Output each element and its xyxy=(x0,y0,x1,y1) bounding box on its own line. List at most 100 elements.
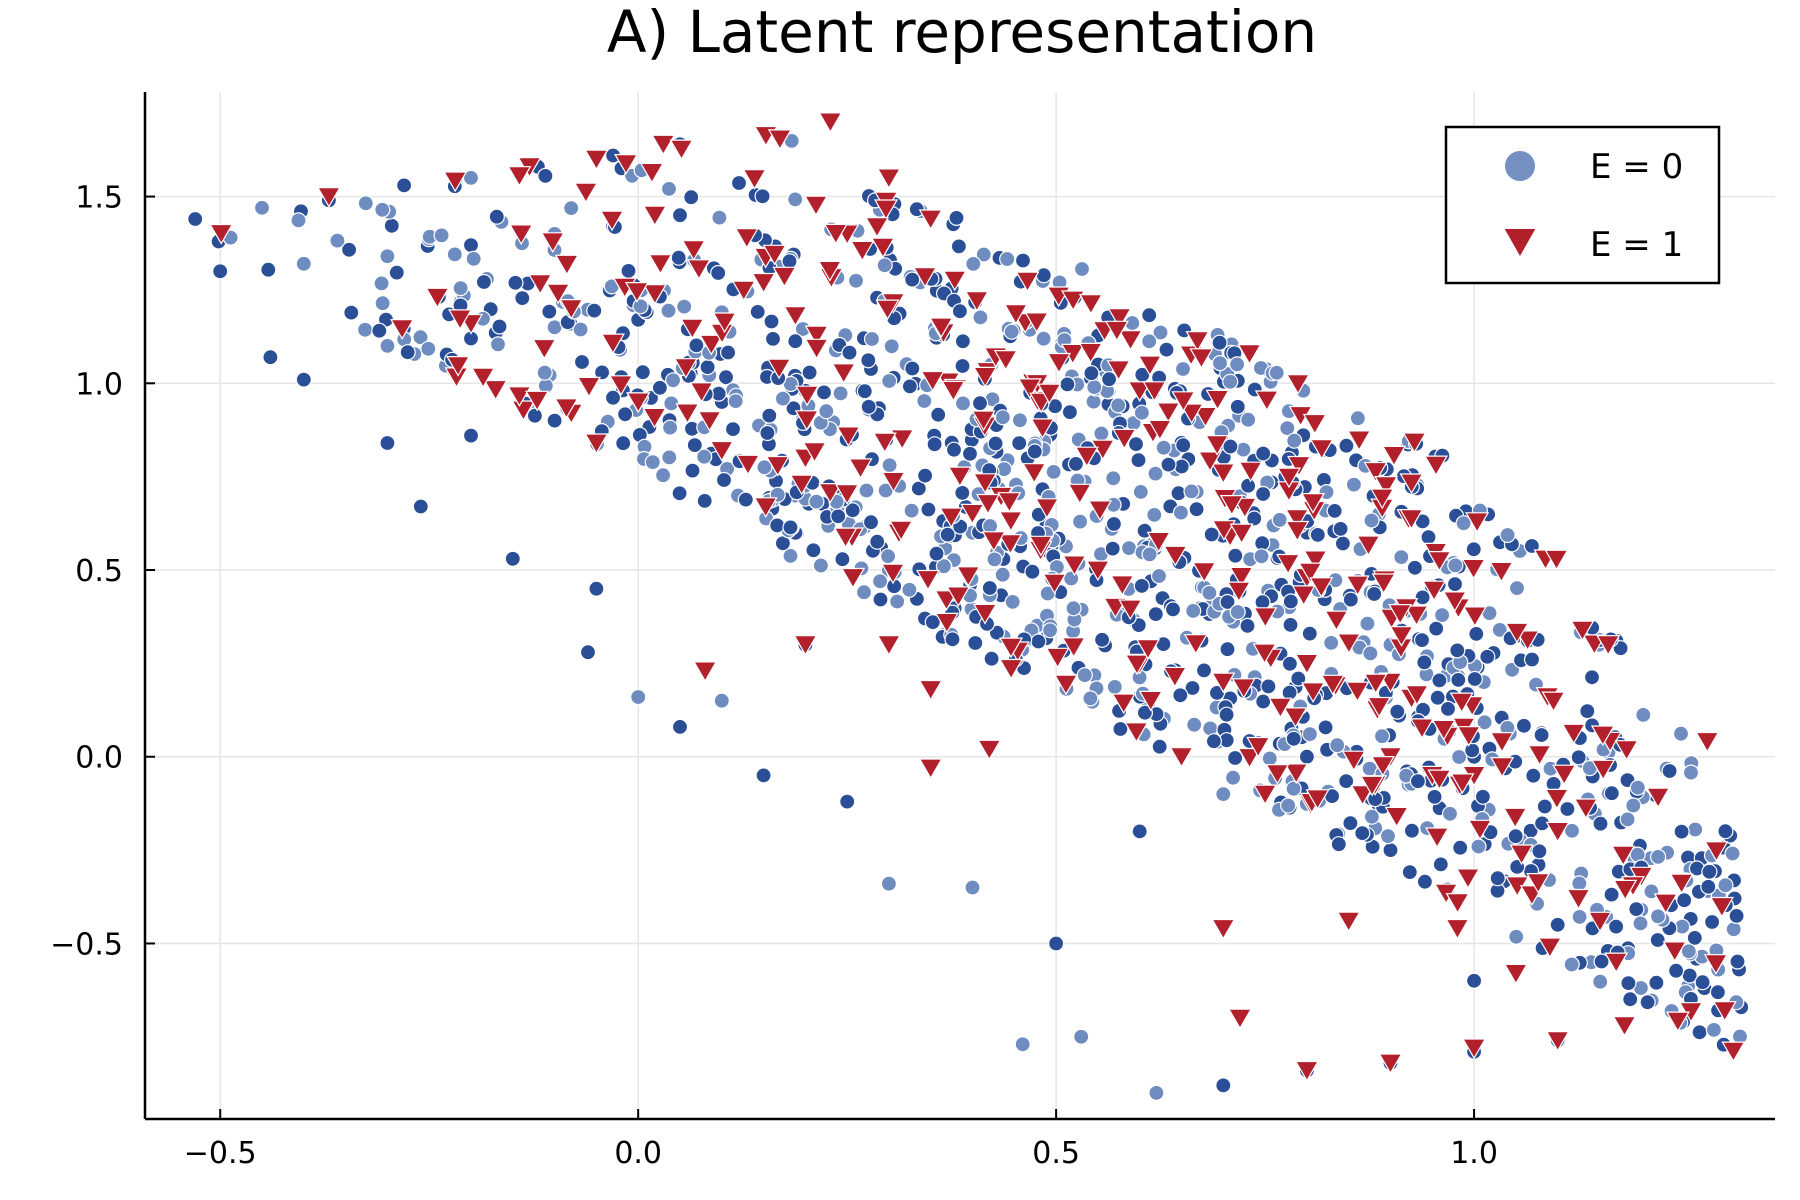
point-e0-1103 xyxy=(491,318,508,335)
point-e1-76 xyxy=(699,334,724,356)
point-e0-651 xyxy=(651,379,669,396)
point-e1-5 xyxy=(642,205,667,227)
point-e1-130 xyxy=(1302,413,1327,435)
point-e1-243 xyxy=(1078,342,1103,364)
point-e1-339 xyxy=(507,386,532,407)
point-e0-0 xyxy=(187,210,204,228)
point-e1-232 xyxy=(1370,488,1395,510)
point-e0-1047 xyxy=(1219,593,1236,611)
point-e1-300 xyxy=(804,338,829,360)
point-e1-264 xyxy=(1298,562,1323,584)
point-e0-879 xyxy=(1465,541,1482,558)
point-e1-91 xyxy=(998,511,1023,532)
point-e0-922 xyxy=(1211,334,1228,351)
point-e1-271 xyxy=(1404,605,1429,627)
point-e0-842 xyxy=(951,303,969,320)
point-e0-333 xyxy=(1174,360,1192,378)
point-e1-46 xyxy=(1378,1053,1403,1075)
point-e0-584 xyxy=(374,295,391,312)
point-e0-954 xyxy=(1342,814,1359,832)
point-e0-262 xyxy=(1420,528,1437,546)
point-e1-310 xyxy=(1389,626,1414,647)
point-e1-329 xyxy=(576,376,602,398)
point-e0-1190 xyxy=(1026,443,1043,460)
point-e0-762 xyxy=(1141,333,1158,350)
point-e1-214 xyxy=(1503,807,1528,829)
point-e0-1182 xyxy=(754,188,771,205)
point-e0-344 xyxy=(764,330,782,347)
point-e0-341 xyxy=(1703,913,1721,931)
point-e0-941 xyxy=(1570,749,1587,766)
point-e1-364 xyxy=(1653,893,1678,915)
point-e0-266 xyxy=(1063,570,1080,587)
point-e1-127 xyxy=(1284,763,1309,785)
point-e0-1054 xyxy=(1409,773,1427,790)
point-e1-3 xyxy=(651,134,676,156)
point-e1-211 xyxy=(1179,403,1204,425)
point-e0-490 xyxy=(975,246,992,263)
point-e1-253 xyxy=(673,358,698,379)
point-e0-626 xyxy=(572,321,589,338)
point-e0-906 xyxy=(872,591,889,608)
point-e1-47 xyxy=(1462,1038,1487,1060)
point-e1-4 xyxy=(509,224,534,246)
point-e1-168 xyxy=(1573,798,1598,820)
point-e0-308 xyxy=(954,357,971,375)
point-e1-363 xyxy=(1219,495,1244,516)
point-e0-864 xyxy=(1686,929,1703,947)
point-e0-523 xyxy=(1447,557,1464,574)
point-e1-129 xyxy=(1229,566,1254,588)
point-e0-725 xyxy=(357,321,374,338)
point-e0-1050 xyxy=(1160,456,1177,473)
point-e0-575 xyxy=(1152,324,1169,341)
point-e0-1122 xyxy=(860,352,877,369)
point-e0-11 xyxy=(462,237,480,254)
point-e0-1243 xyxy=(1172,687,1189,704)
legend-label-e1: E = 1 xyxy=(1590,225,1683,265)
point-e0-1247 xyxy=(1332,520,1349,538)
point-e0-468 xyxy=(818,403,835,420)
point-e0-978 xyxy=(1629,779,1646,796)
point-e0-463 xyxy=(815,384,833,401)
point-e0-595 xyxy=(1563,956,1580,973)
legend-circle-marker xyxy=(1503,149,1537,183)
point-e1-10 xyxy=(642,284,667,305)
point-e0-23 xyxy=(462,427,480,444)
point-e0-15 xyxy=(262,349,279,366)
point-e1-100 xyxy=(532,338,557,360)
point-e0-1117 xyxy=(688,337,705,354)
point-e0-570 xyxy=(1508,579,1526,597)
point-e0-29 xyxy=(504,550,521,567)
point-e1-21 xyxy=(793,635,818,656)
point-e0-693 xyxy=(935,558,953,575)
point-e1-294 xyxy=(912,267,938,288)
point-e1-50 xyxy=(1662,941,1687,963)
point-e1-239 xyxy=(850,240,875,262)
point-e0-1020 xyxy=(1607,918,1625,935)
point-e0-274 xyxy=(1150,567,1168,585)
point-e0-834 xyxy=(514,290,531,307)
point-e0-586 xyxy=(724,421,742,438)
point-e0-593 xyxy=(1105,515,1123,533)
point-e0-984 xyxy=(928,545,945,562)
point-e1-259 xyxy=(1268,697,1293,719)
point-e1-322 xyxy=(753,497,778,518)
point-e0-494 xyxy=(1147,465,1164,482)
point-e1-28 xyxy=(1169,747,1194,768)
point-e0-1162 xyxy=(1218,706,1235,723)
point-e0-8 xyxy=(212,263,229,280)
point-e0-30 xyxy=(588,580,605,597)
point-e1-59 xyxy=(540,232,565,253)
point-e0-895 xyxy=(1271,511,1288,529)
point-e0-997 xyxy=(1416,654,1433,671)
point-e0-983 xyxy=(1667,962,1685,979)
point-e1-147 xyxy=(1467,819,1493,841)
point-e1-257 xyxy=(1192,562,1217,583)
point-e0-907 xyxy=(620,262,637,279)
point-e0-959 xyxy=(1093,631,1111,648)
point-e0-467 xyxy=(341,241,358,258)
point-e1-68 xyxy=(789,474,814,496)
point-e1-351 xyxy=(999,658,1024,680)
y-tick-label-0: −0.5 xyxy=(50,927,123,962)
point-e1-64 xyxy=(1422,580,1447,602)
